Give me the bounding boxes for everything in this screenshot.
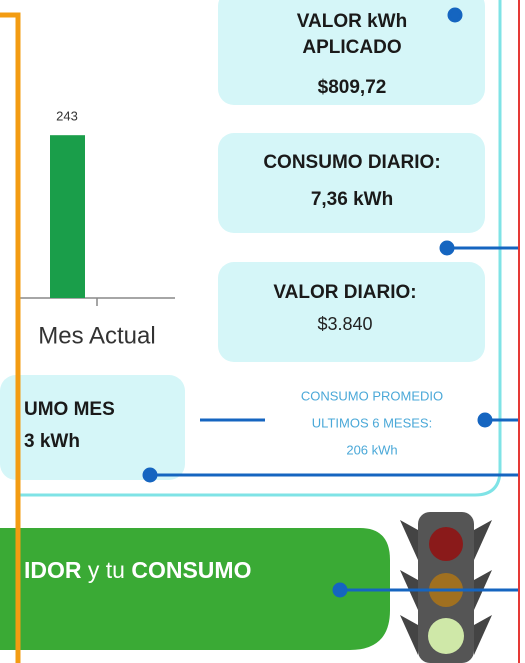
box-text: APLICADO: [302, 37, 401, 58]
frame: [20, 0, 502, 497]
box-text: $809,72: [318, 77, 387, 98]
box: [0, 375, 185, 480]
box: [218, 0, 485, 105]
box-text: CONSUMO DIARIO:: [263, 152, 440, 173]
box-text: 7,36 kWh: [311, 189, 393, 210]
banner-text: IDOR y tu CONSUMO: [24, 557, 251, 583]
banner-part: y tu: [82, 557, 132, 583]
box: [218, 262, 485, 362]
banner: [0, 528, 390, 650]
box-text: UMO MES: [24, 399, 115, 420]
average-text: CONSUMO PROMEDIO: [301, 388, 443, 403]
traffic-light: [400, 512, 492, 663]
banner-part: CONSUMO: [131, 557, 251, 583]
orange-border: [0, 12, 21, 663]
box: [218, 133, 485, 233]
banner-part: IDOR: [24, 557, 82, 583]
box-text: VALOR kWh: [297, 11, 407, 32]
box-text: VALOR DIARIO:: [273, 282, 416, 303]
box-text: $3.840: [317, 314, 372, 334]
connectors: [142, 7, 518, 598]
bar: [50, 135, 85, 298]
bar-label: 243: [56, 109, 78, 124]
category-label: Mes Actual: [38, 322, 155, 349]
average-text: ULTIMOS 6 MESES:: [312, 415, 432, 430]
box-text: 3 kWh: [24, 431, 80, 452]
average-text: 206 kWh: [346, 442, 397, 457]
